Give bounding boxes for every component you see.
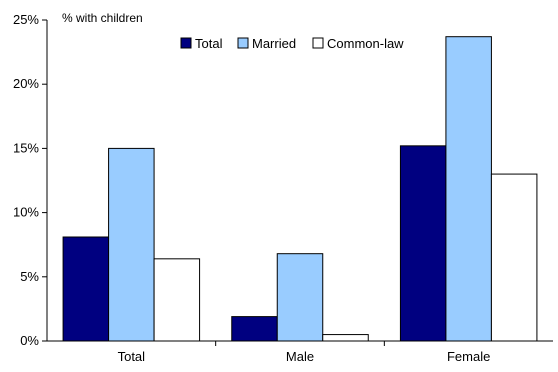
legend-label: Married (252, 36, 296, 51)
bar (153, 258, 201, 342)
x-tick-label: Male (286, 349, 314, 364)
bar (322, 334, 369, 342)
bar (62, 236, 110, 342)
bar (108, 147, 155, 342)
x-axis: Total Male Female (47, 340, 553, 364)
y-tick-label: 15% (13, 140, 39, 155)
y-axis: 0% 5% 10% 15% 20% 25% (13, 12, 48, 348)
x-tick-label: Female (447, 349, 490, 364)
y-tick-label: 25% (13, 12, 39, 27)
x-tick-label: Total (118, 349, 146, 364)
bar (445, 36, 492, 342)
bar (490, 173, 538, 342)
legend-label: Total (195, 36, 223, 51)
legend: Total Married Common-law (180, 36, 404, 51)
legend-swatch (312, 37, 324, 49)
y-tick-label: 10% (13, 205, 39, 220)
y-axis-title: % with children (62, 11, 143, 25)
legend-swatch (237, 37, 249, 49)
legend-label: Common-law (327, 36, 404, 51)
bar (399, 145, 447, 342)
legend-swatch (180, 37, 192, 49)
bar (276, 253, 324, 342)
bar (231, 316, 278, 342)
y-tick-label: 5% (20, 269, 39, 284)
y-tick-label: 0% (20, 333, 39, 348)
y-tick-label: 20% (13, 76, 39, 91)
bars (62, 36, 538, 342)
